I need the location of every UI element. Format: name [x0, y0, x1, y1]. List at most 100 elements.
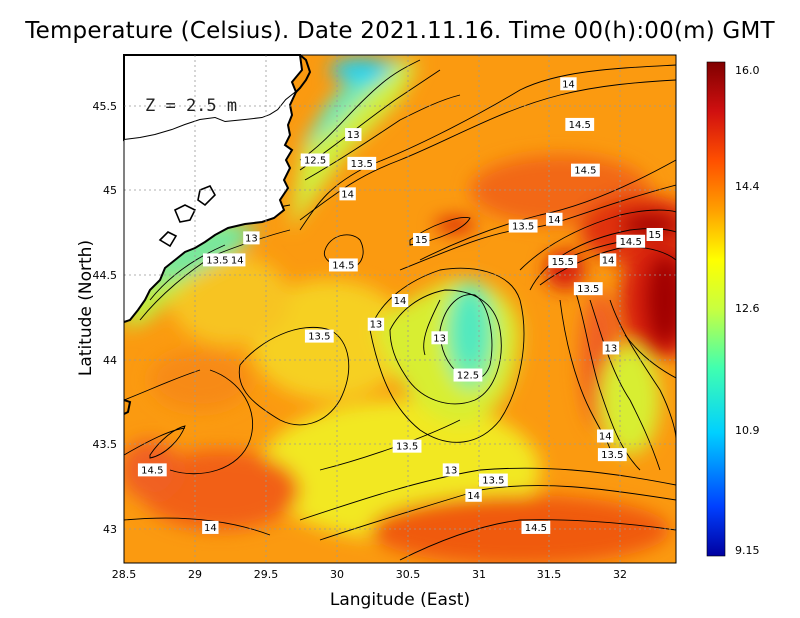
contour-label-box — [560, 77, 577, 91]
contour-label: 14 — [231, 255, 244, 266]
contour-label: 13 — [433, 333, 446, 344]
contour-label-box — [546, 212, 563, 226]
colorbar: 16.0 14.4 12.6 10.9 9.15 — [706, 61, 760, 557]
contour-label: 15 — [648, 230, 661, 241]
contour-label-box — [347, 156, 377, 170]
contour-label-box — [453, 368, 483, 382]
contour-label-box — [597, 448, 627, 462]
contour-label-box — [508, 219, 538, 233]
contour-label-box — [571, 163, 600, 177]
y-tick-label: 43 — [103, 523, 117, 536]
contour-label-box — [328, 258, 358, 272]
contour-label-box — [442, 463, 460, 477]
temperature-field — [124, 55, 676, 563]
contour-label: 13 — [370, 320, 383, 331]
y-tick-label: 44 — [103, 354, 117, 367]
colorbar-label: 9.15 — [735, 544, 760, 557]
contour-label-box — [300, 153, 330, 167]
contour-label: 15.5 — [552, 257, 574, 268]
contour-label-box — [616, 234, 646, 248]
contour-label: 13 — [347, 130, 360, 141]
contour-label: 14 — [548, 215, 561, 226]
contour-label-box — [391, 294, 409, 308]
x-tick-label: 28.5 — [112, 568, 137, 581]
contour-label: 14 — [394, 296, 407, 307]
x-tick-label: 31.5 — [537, 568, 562, 581]
contour-lines — [124, 59, 676, 561]
contour-label-box — [479, 473, 508, 487]
contour-label-box — [137, 463, 167, 477]
colorbar-label: 12.6 — [735, 302, 760, 315]
contour-label: 13.5 — [396, 442, 418, 453]
contour-label-box — [431, 331, 448, 345]
contour-label: 13.5 — [206, 255, 228, 266]
contour-label-box — [203, 253, 232, 267]
colorbar-label: 10.9 — [735, 424, 760, 437]
contour-label: 14.5 — [332, 260, 354, 271]
contour-label: 14.5 — [620, 237, 642, 248]
contour-label-box — [465, 488, 482, 502]
contour-label: 12.5 — [304, 155, 326, 166]
contour-label-box — [202, 520, 219, 534]
contour-label-box — [565, 117, 595, 131]
contour-label-box — [229, 253, 246, 267]
contour-label: 12.5 — [457, 371, 479, 382]
contour-label-box — [599, 253, 617, 267]
contour-label: 15 — [415, 235, 428, 246]
contour-label-box — [521, 520, 551, 534]
contour-label-box — [597, 429, 614, 443]
land-coast — [123, 54, 312, 415]
x-tick-label: 30.5 — [396, 568, 421, 581]
y-tick-label: 45.5 — [93, 100, 118, 113]
contour-label-box — [339, 187, 356, 201]
contour-label-box — [573, 282, 603, 296]
contour-label-box — [548, 255, 578, 269]
contour-label: 13 — [605, 343, 618, 354]
colorbar-label: 16.0 — [735, 64, 760, 77]
x-tick-label: 29 — [188, 568, 202, 581]
contour-label: 14.5 — [141, 465, 163, 476]
x-tick-label: 31 — [472, 568, 486, 581]
contour-label: 14.5 — [525, 523, 547, 534]
contour-label: 14 — [599, 432, 612, 443]
colorbar-gradient — [706, 61, 726, 557]
contour-label: 13.5 — [351, 159, 373, 170]
contour-label: 14.5 — [574, 166, 596, 177]
contour-label: 14 — [467, 491, 480, 502]
contour-label: 14 — [562, 79, 575, 90]
contour-label-box — [392, 439, 422, 453]
map-title: Temperature (Celsius). Date 2021.11.16. … — [25, 18, 775, 44]
contour-label: 13 — [445, 465, 458, 476]
y-tick-label: 43.5 — [93, 438, 118, 451]
contour-label: 13 — [245, 233, 258, 244]
x-axis-ticks: 28.5 29 29.5 30 30.5 31 31.5 32 — [112, 568, 627, 581]
depth-label: Z = 2.5 m — [145, 96, 237, 116]
contour-label: 14.5 — [569, 120, 591, 131]
y-axis-ticks: 43 43.5 44 44.5 45 45.5 — [93, 100, 118, 536]
x-tick-label: 32 — [613, 568, 627, 581]
x-tick-label: 30 — [330, 568, 344, 581]
contour-label: 13.5 — [308, 332, 330, 343]
contour-label: 13.5 — [577, 284, 599, 295]
x-tick-label: 29.5 — [254, 568, 279, 581]
contour-label: 14 — [341, 189, 354, 200]
contour-label-box — [367, 317, 385, 331]
contour-label: 14 — [204, 523, 217, 534]
contour-label: 14 — [602, 255, 615, 266]
contour-label-box — [345, 128, 362, 142]
contour-label: 13.5 — [482, 476, 504, 487]
contour-label-box — [413, 233, 430, 247]
contour-label: 13.5 — [601, 450, 623, 461]
contour-label-box — [243, 231, 260, 245]
contour-label-box — [602, 341, 620, 355]
colorbar-label: 14.4 — [735, 180, 760, 193]
x-axis-label: Langitude (East) — [329, 590, 471, 610]
y-tick-label: 45 — [103, 184, 117, 197]
y-tick-label: 44.5 — [93, 269, 118, 282]
contour-label-box — [646, 227, 663, 241]
plot-frame — [123, 54, 677, 564]
contour-label-box — [304, 329, 334, 343]
contour-label: 13.5 — [512, 222, 534, 233]
